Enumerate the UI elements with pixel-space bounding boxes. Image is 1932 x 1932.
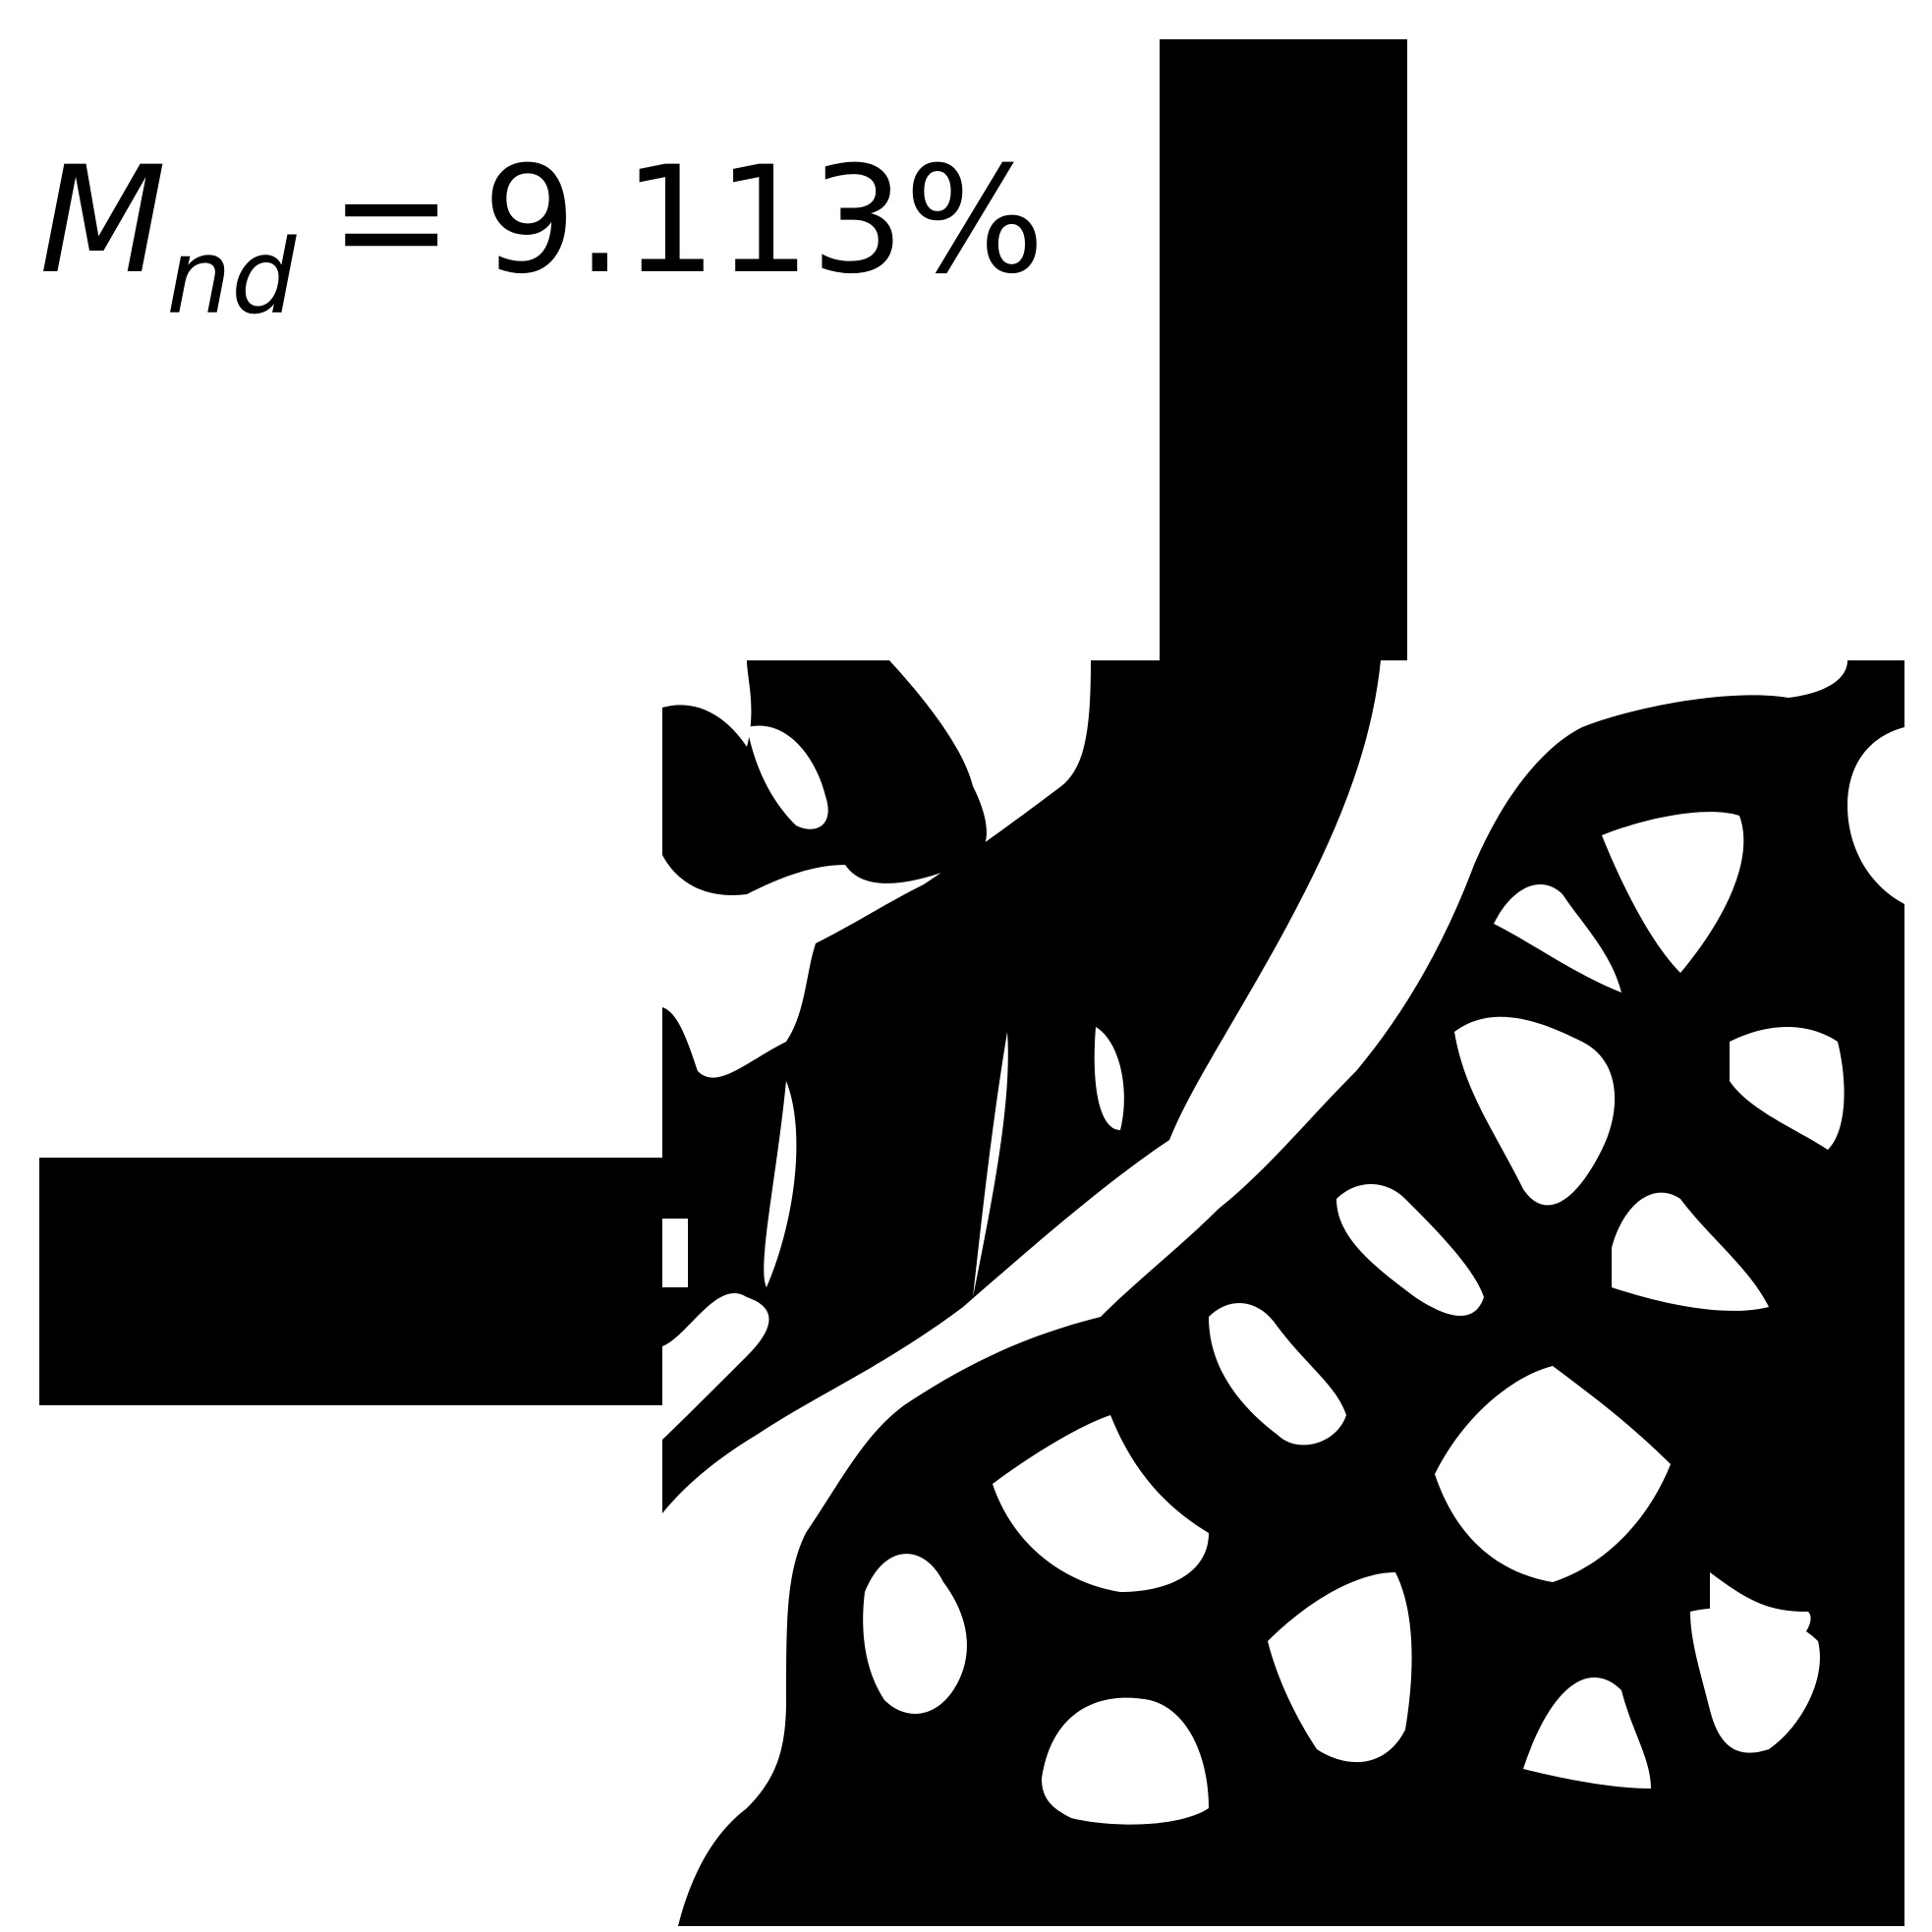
hole-9 bbox=[993, 1415, 1209, 1592]
hole-4 bbox=[1730, 1027, 1845, 1150]
mnd-subscript: nd bbox=[166, 217, 297, 337]
top-arm bbox=[1160, 39, 1407, 660]
hole-7 bbox=[1209, 1303, 1346, 1446]
hole-5 bbox=[1336, 1184, 1484, 1316]
left-arm bbox=[39, 1158, 662, 1405]
mnd-value: 9.113% bbox=[483, 136, 1045, 307]
lattice-holes bbox=[863, 812, 1845, 1825]
hole-14 bbox=[1523, 1676, 1651, 1789]
void-u5 bbox=[662, 1219, 688, 1287]
hole-1 bbox=[1602, 812, 1744, 973]
hole-3 bbox=[1454, 1016, 1616, 1206]
hole-15 bbox=[1042, 1697, 1209, 1825]
hole-11 bbox=[863, 1554, 967, 1714]
hole-8 bbox=[1435, 1366, 1671, 1582]
mnd-equals: = bbox=[329, 136, 454, 307]
void-u3 bbox=[764, 1081, 797, 1287]
upper-voids bbox=[662, 725, 1124, 1297]
void-u4 bbox=[973, 1032, 1008, 1297]
mnd-symbol: M bbox=[39, 136, 167, 307]
void-u2 bbox=[1094, 1027, 1124, 1130]
void-u1 bbox=[747, 725, 828, 829]
solid-material bbox=[39, 39, 1904, 1926]
hole-6 bbox=[1612, 1192, 1769, 1311]
hole-13 bbox=[1690, 1608, 1820, 1753]
hole-2 bbox=[1494, 884, 1621, 993]
hole-12 bbox=[1268, 1572, 1412, 1763]
mnd-label: Mnd = 9.113% bbox=[39, 147, 1045, 328]
upper-left-blob bbox=[662, 660, 987, 895]
upper-solid-region bbox=[662, 660, 1381, 1513]
